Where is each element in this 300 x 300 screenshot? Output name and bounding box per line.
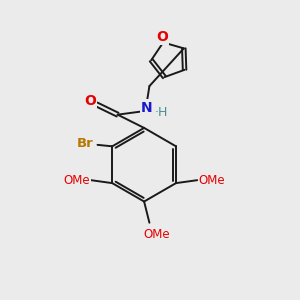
- Text: O: O: [84, 94, 96, 108]
- Text: ·H: ·H: [155, 106, 169, 119]
- Text: O: O: [156, 30, 168, 44]
- Text: OMe: OMe: [143, 228, 170, 241]
- Text: Br: Br: [77, 137, 94, 150]
- Text: OMe: OMe: [63, 174, 90, 187]
- Text: N: N: [141, 100, 152, 115]
- Text: OMe: OMe: [199, 174, 225, 187]
